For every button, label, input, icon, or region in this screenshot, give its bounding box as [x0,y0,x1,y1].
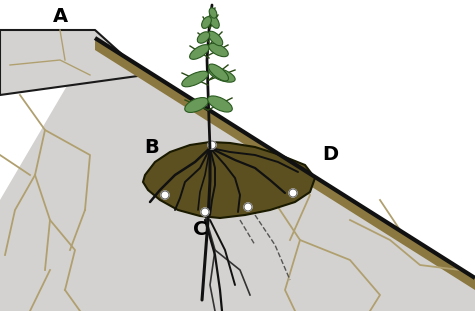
Ellipse shape [208,31,223,46]
Ellipse shape [209,64,228,81]
Ellipse shape [197,32,209,43]
Ellipse shape [209,68,235,82]
Ellipse shape [208,96,232,112]
Ellipse shape [190,45,209,59]
Circle shape [289,189,297,197]
Text: C: C [193,220,207,239]
Polygon shape [0,38,475,311]
Ellipse shape [209,8,217,18]
Circle shape [201,208,209,216]
Circle shape [208,141,216,149]
Ellipse shape [185,98,208,113]
Text: D: D [322,145,338,164]
Ellipse shape [209,15,219,28]
Ellipse shape [182,71,208,87]
Text: A: A [52,7,67,26]
Polygon shape [95,38,475,290]
Polygon shape [0,30,145,95]
Polygon shape [143,142,315,218]
Ellipse shape [209,43,228,57]
Ellipse shape [202,16,211,28]
Circle shape [161,191,169,199]
Text: B: B [144,138,160,157]
Circle shape [244,203,252,211]
